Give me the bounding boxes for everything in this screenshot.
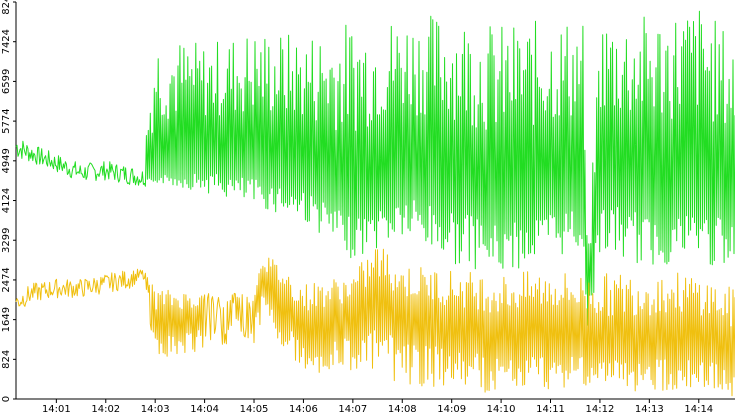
y-tick-label: 1649 — [1, 307, 12, 332]
x-tick-label: 14:02 — [91, 404, 120, 415]
x-tick-label: 14:04 — [190, 404, 219, 415]
x-tick-label: 14:12 — [586, 404, 615, 415]
x-tick-label: 14:08 — [388, 404, 417, 415]
y-tick-label: 2474 — [1, 267, 12, 292]
x-tick-label: 14:07 — [338, 404, 367, 415]
y-tick-label: 8249 — [1, 0, 12, 15]
y-tick-label: 824 — [1, 350, 12, 369]
y-axis: 0 824 1649 2474 3299 4124 4949 5774 6599 7424 8249 — [1, 0, 17, 402]
x-tick-label: 14:13 — [635, 404, 664, 415]
y-tick-label: 4124 — [1, 188, 12, 213]
series-line-1 — [15, 10, 735, 326]
x-axis: 14:01 14:02 14:03 14:04 14:05 14:06 14:07 14:08… — [16, 398, 735, 415]
x-tick-label: 14:11 — [536, 404, 565, 415]
y-tick-label: 0 — [1, 396, 12, 402]
y-tick-label: 3299 — [1, 228, 12, 253]
plot-area — [15, 10, 735, 397]
y-tick-label: 6599 — [1, 69, 12, 94]
x-tick-label: 14:14 — [684, 404, 713, 415]
y-tick-label: 4949 — [1, 148, 12, 173]
y-tick-label: 7424 — [1, 29, 12, 54]
x-tick-label: 14:09 — [437, 404, 466, 415]
x-tick-label: 14:01 — [42, 404, 71, 415]
y-tick-label: 5774 — [1, 108, 12, 133]
x-tick-label: 14:05 — [240, 404, 269, 415]
x-tick-label: 14:06 — [289, 404, 318, 415]
x-tick-label: 14:10 — [487, 404, 516, 415]
x-tick-label: 14:03 — [141, 404, 170, 415]
series-line-2 — [15, 248, 735, 397]
